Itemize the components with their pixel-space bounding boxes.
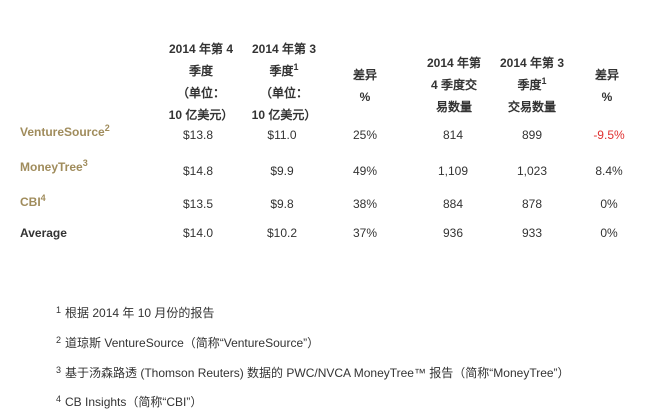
cell-q4-deals: 814 [442,128,464,142]
cell-q3-dollars: $9.8 [270,197,294,211]
cell-diff-dollars: 25% [352,128,378,142]
cell-q3-deals: 933 [521,226,543,240]
cell-diff-deals: 8.4% [595,164,623,178]
cell-diff-deals: -9.5% [593,128,625,142]
header-q4-dollars: 2014 年第 4 季度 （单位： 10 亿美元） [168,42,234,122]
cell-q4-dollars: $13.5 [182,197,214,211]
header-diff-deals: 差异 % [594,68,619,104]
footnote-3: 3 基于汤森路透 (Thomson Reuters) 数据的 PWC/NVCA M… [56,365,570,381]
cell-q3-deals: 1,023 [516,164,548,178]
cell-diff-dollars: 49% [352,164,378,178]
cell-q4-deals: 1,109 [437,164,469,178]
row-label-venturesource: VentureSource2 [20,123,110,140]
header-q3-dollars: 2014 年第 3 季度1 （单位： 10 亿美元） [251,42,317,122]
cell-q4-dollars: $13.8 [182,128,214,142]
cell-q4-deals: 936 [442,226,464,240]
cell-q3-dollars: $11.0 [267,128,297,142]
cell-q4-deals: 884 [442,197,464,211]
footnote-4: 4 CB Insights（简称“CBI”） [56,394,203,410]
footnote-1: 1 根据 2014 年 10 月份的报告 [56,305,215,321]
footnote-2: 2 道琼斯 VentureSource（简称“VentureSource”） [56,335,320,351]
cell-q4-dollars: $14.8 [182,164,214,178]
cell-q3-dollars: $10.2 [266,226,298,240]
cell-q3-dollars: $9.9 [270,164,294,178]
header-q4-deals: 2014 年第 4 季度交 易数量 [426,56,482,114]
cell-q4-dollars: $14.0 [182,226,214,240]
header-q3-deals: 2014 年第 3 季度1 交易数量 [499,56,565,114]
cell-diff-deals: 0% [600,226,618,240]
cell-diff-dollars: 37% [352,226,378,240]
row-label-cbi: CBI4 [20,193,46,210]
row-label-average: Average [20,226,67,240]
cell-diff-dollars: 38% [352,197,378,211]
row-label-moneytree: MoneyTree3 [20,158,88,175]
cell-diff-deals: 0% [600,197,618,211]
cell-q3-deals: 878 [521,197,543,211]
header-diff-dollars: 差异 % [352,68,377,104]
cell-q3-deals: 899 [521,128,543,142]
